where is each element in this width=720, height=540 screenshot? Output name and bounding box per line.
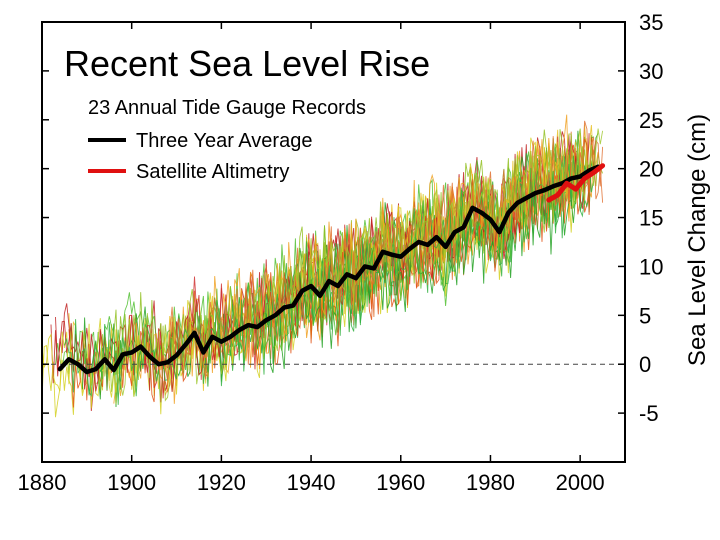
y-tick-label: 30 — [639, 59, 663, 84]
y-tick-label: 5 — [639, 303, 651, 328]
y-tick-label: 20 — [639, 157, 663, 182]
chart-title: Recent Sea Level Rise — [64, 43, 430, 84]
legend-satellite-label: Satellite Altimetry — [136, 161, 289, 183]
three-year-average-line — [57, 164, 601, 375]
y-tick-label: 25 — [639, 108, 663, 133]
plot-frame — [41, 21, 626, 463]
x-tick-label: 2000 — [556, 470, 605, 495]
y-tick-label: -5 — [639, 401, 659, 426]
tide-gauge-line — [288, 128, 604, 311]
x-tick-label: 1960 — [376, 470, 425, 495]
axis-ticks: 1880 1900 1920 1940 1960 1980 2000 -5 0 5 10 15 20 25… — [18, 10, 664, 495]
y-tick-label: 35 — [639, 10, 663, 35]
average-and-satellite-series — [57, 163, 606, 375]
legend-average-label: Three Year Average — [136, 130, 312, 152]
x-tick-label: 1900 — [107, 470, 156, 495]
y-axis-title: Sea Level Change (cm) — [684, 114, 711, 366]
legend-tide-gauge-label: 23 Annual Tide Gauge Records — [88, 97, 366, 119]
tide-gauge-line — [113, 128, 595, 374]
y-tick-label: 10 — [639, 254, 663, 279]
tide-gauge-line — [42, 137, 572, 409]
tide-gauge-records — [42, 114, 604, 418]
y-tick-label: 0 — [639, 352, 651, 377]
x-tick-label: 1920 — [197, 470, 246, 495]
y-tick-label: 15 — [639, 206, 663, 231]
satellite-altimetry-line — [546, 163, 606, 203]
x-tick-label: 1940 — [287, 470, 336, 495]
x-tick-label: 1980 — [466, 470, 515, 495]
x-tick-label: 1880 — [18, 470, 67, 495]
